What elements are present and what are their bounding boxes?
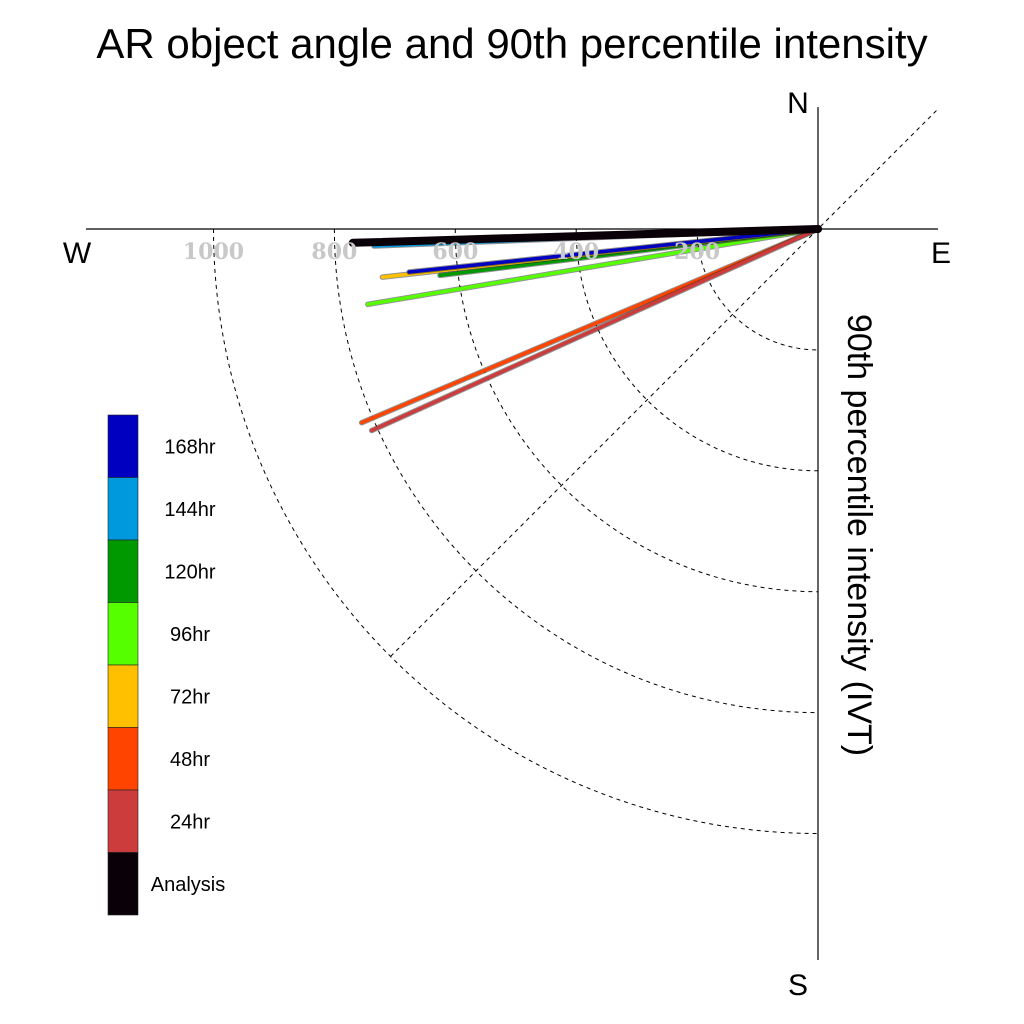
- legend-swatch-96hr: [107, 602, 139, 666]
- legend-item-120hr: 120hr: [107, 539, 216, 603]
- polar-grid: [213, 108, 939, 834]
- legend-label-120hr: 120hr: [164, 561, 215, 583]
- grid-arc-800: [333, 228, 819, 714]
- legend-swatch-120hr: [107, 539, 139, 603]
- legend-swatch-72hr: [107, 664, 139, 728]
- origin-marker: [814, 225, 822, 233]
- south-label: S: [788, 969, 808, 1002]
- series-line-24hr: [369, 227, 820, 433]
- radial-tick-label-600: 600: [432, 239, 478, 265]
- legend-label-144hr: 144hr: [164, 499, 215, 521]
- legend-item-24hr: 24hr: [107, 789, 210, 853]
- series-line-96hr: [366, 227, 820, 307]
- legend-swatch-48hr: [107, 727, 139, 791]
- east-label: E: [931, 237, 951, 270]
- legend-item-72hr: 72hr: [107, 664, 210, 728]
- series-line-168hr: [407, 227, 820, 274]
- chart-title: AR object angle and 90th percentile inte…: [96, 20, 927, 67]
- legend-label-72hr: 72hr: [170, 686, 210, 708]
- legend: 168hr 144hr 120hr 96hr 72hr 48hr 24hr Analysis: [107, 414, 225, 916]
- legend-label-analysis: Analysis: [151, 874, 225, 896]
- radial-tick-label-1000: 1000: [183, 239, 244, 265]
- series-lines: [348, 225, 822, 434]
- legend-label-24hr: 24hr: [170, 811, 210, 833]
- legend-label-168hr: 168hr: [164, 436, 215, 458]
- legend-label-48hr: 48hr: [170, 749, 210, 771]
- grid-arc-200: [696, 228, 819, 351]
- legend-item-168hr: 168hr: [107, 414, 216, 478]
- legend-swatch-144hr: [107, 477, 139, 541]
- grid-diagonal: [390, 108, 939, 657]
- legend-item-analysis: Analysis: [107, 852, 225, 916]
- legend-item-48hr: 48hr: [107, 727, 210, 791]
- radial-tick-label-200: 200: [674, 239, 720, 265]
- radial-tick-label-800: 800: [311, 239, 357, 265]
- legend-swatch-168hr: [107, 414, 139, 478]
- legend-swatch-analysis: [107, 852, 139, 916]
- series-line-analysis: [348, 225, 822, 247]
- legend-item-144hr: 144hr: [107, 477, 216, 541]
- legend-item-96hr: 96hr: [107, 602, 210, 666]
- legend-swatch-24hr: [107, 789, 139, 853]
- y-axis-label: 90th percentile intensity (IVT): [840, 314, 878, 756]
- legend-label-96hr: 96hr: [170, 624, 210, 646]
- west-label: W: [63, 237, 92, 270]
- radial-tick-label-400: 400: [553, 239, 599, 265]
- radial-tick-labels: 200 400 600 800 1000: [183, 239, 720, 265]
- north-label: N: [787, 87, 809, 120]
